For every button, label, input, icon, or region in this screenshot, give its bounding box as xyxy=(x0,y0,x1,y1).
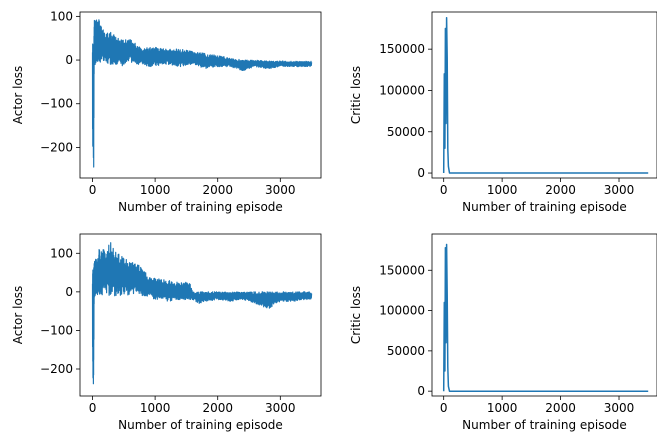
x-tick-label: 3000 xyxy=(265,401,296,415)
x-tick-label: 2000 xyxy=(545,183,576,197)
y-tick-label: 100 xyxy=(50,9,73,23)
x-tick-label: 3000 xyxy=(604,401,635,415)
plot-frame xyxy=(431,233,657,397)
subplot-critic-loss-run-1: 0 1000 2000 3000 0 50000 100000 150000 Number of… xyxy=(349,11,657,214)
y-tick-label: 0 xyxy=(417,384,425,398)
y-axis-label: Actor loss xyxy=(11,286,25,345)
x-axis-label: Number of training episode xyxy=(118,418,283,432)
plot-frame xyxy=(431,11,657,179)
y-axis-label: Actor loss xyxy=(11,66,25,125)
x-tick-label: 0 xyxy=(440,401,448,415)
x-tick-label: 2000 xyxy=(202,401,233,415)
x-axis-label: Number of training episode xyxy=(462,200,627,214)
x-tick-label: 1000 xyxy=(487,183,518,197)
x-axis-label: Number of training episode xyxy=(462,418,627,432)
series-line xyxy=(442,243,649,392)
y-tick-label: 100000 xyxy=(379,304,425,318)
y-tick-label: −100 xyxy=(40,97,73,111)
y-tick-label: 100000 xyxy=(379,83,425,97)
plot-frame xyxy=(79,11,322,179)
y-tick-label: 0 xyxy=(65,285,73,299)
y-tick-label: 100 xyxy=(50,246,73,260)
y-axis-label: Critic loss xyxy=(349,286,363,344)
x-tick-label: 2000 xyxy=(202,183,233,197)
subplot-critic-loss-run-2: 0 1000 2000 3000 0 50000 100000 150000 Number of… xyxy=(349,233,657,432)
x-tick-label: 3000 xyxy=(604,183,635,197)
x-tick-label: 0 xyxy=(89,401,97,415)
y-tick-label: −100 xyxy=(40,323,73,337)
y-tick-label: −200 xyxy=(40,140,73,154)
x-tick-label: 0 xyxy=(440,183,448,197)
x-tick-label: 0 xyxy=(89,183,97,197)
y-tick-label: 50000 xyxy=(387,344,425,358)
y-tick-label: 150000 xyxy=(379,263,425,277)
x-tick-label: 1000 xyxy=(140,183,171,197)
y-axis-label: Critic loss xyxy=(349,66,363,124)
y-tick-label: 150000 xyxy=(379,42,425,56)
y-tick-label: −200 xyxy=(40,362,73,376)
plot-frame xyxy=(79,233,322,397)
series-line xyxy=(91,242,313,385)
x-tick-label: 3000 xyxy=(265,183,296,197)
x-tick-label: 1000 xyxy=(487,401,518,415)
y-tick-label: 0 xyxy=(65,53,73,67)
y-tick-label: 0 xyxy=(417,166,425,180)
x-axis-label: Number of training episode xyxy=(118,200,283,214)
x-tick-label: 2000 xyxy=(545,401,576,415)
y-tick-label: 50000 xyxy=(387,125,425,139)
x-tick-label: 1000 xyxy=(140,401,171,415)
series-line xyxy=(91,19,313,168)
series-line xyxy=(442,17,649,174)
